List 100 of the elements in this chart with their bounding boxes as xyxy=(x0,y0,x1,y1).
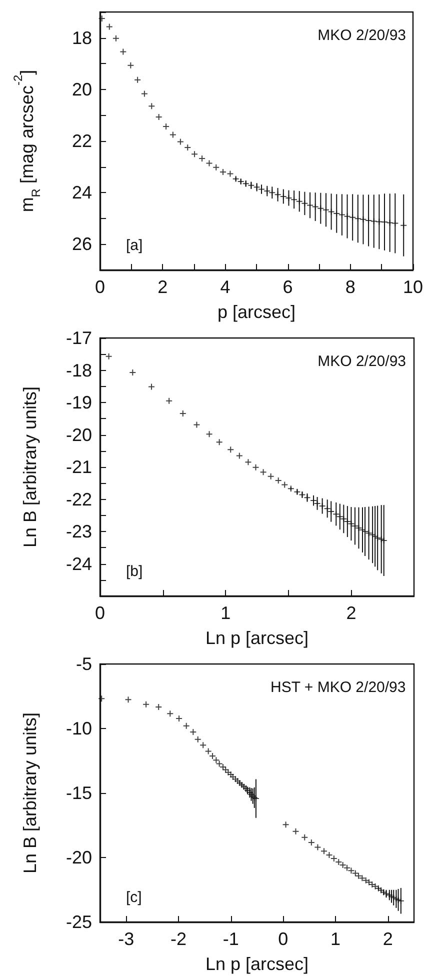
point xyxy=(220,764,226,770)
point xyxy=(106,353,112,360)
point xyxy=(269,190,276,196)
point xyxy=(268,473,274,480)
point xyxy=(352,870,358,876)
y-tick-label: 20 xyxy=(72,79,92,100)
point xyxy=(340,516,347,522)
point xyxy=(213,164,220,170)
x-tick-label: -3 xyxy=(118,929,134,949)
point xyxy=(296,198,302,204)
annotation: MKO 2/20/93 xyxy=(318,353,406,370)
point xyxy=(310,498,317,504)
y-tick-label: -10 xyxy=(66,718,92,738)
point xyxy=(294,488,300,495)
point xyxy=(333,511,340,518)
x-tick-label: 8 xyxy=(345,277,356,297)
point xyxy=(238,178,244,185)
x-tick-label: 0 xyxy=(278,929,288,949)
point xyxy=(370,218,377,224)
x-tick-label: 6 xyxy=(282,277,293,297)
point xyxy=(199,156,206,162)
point xyxy=(130,370,136,376)
point xyxy=(328,208,334,215)
x-tick-label: 0 xyxy=(94,603,106,623)
point xyxy=(216,439,222,446)
point xyxy=(352,523,358,530)
point xyxy=(336,514,343,520)
point xyxy=(366,530,372,536)
point xyxy=(398,898,404,904)
y-tick-label: 26 xyxy=(72,234,92,254)
point xyxy=(167,710,174,717)
point xyxy=(228,446,234,453)
point xyxy=(328,508,334,515)
y-tick-label: -22 xyxy=(66,489,92,510)
point xyxy=(248,182,254,188)
point xyxy=(252,464,259,470)
point xyxy=(362,877,369,884)
y-tick-label: -19 xyxy=(66,392,92,412)
y-tick-label: -15 xyxy=(66,783,92,803)
point xyxy=(372,883,378,890)
point xyxy=(350,214,356,220)
annotation: [b] xyxy=(126,563,143,580)
point xyxy=(183,722,190,729)
y-tick-label: -23 xyxy=(66,522,92,542)
y-tick-label: 22 xyxy=(72,131,92,151)
point xyxy=(369,881,376,888)
point xyxy=(354,216,361,222)
point xyxy=(344,518,350,525)
y-tick-label: -20 xyxy=(66,424,92,445)
point xyxy=(308,840,314,846)
point xyxy=(356,524,362,531)
annotation: MKO 2/20/93 xyxy=(318,27,406,44)
x-tick-label: 1 xyxy=(330,929,341,949)
x-axis-title: Ln p [arcsec] xyxy=(205,954,309,974)
point xyxy=(156,704,162,710)
x-tick-label: 4 xyxy=(220,277,230,297)
point xyxy=(264,188,270,194)
point xyxy=(338,212,345,218)
point xyxy=(400,222,407,228)
point xyxy=(242,180,249,187)
point xyxy=(194,422,200,428)
point xyxy=(380,889,387,896)
x-tick-label: 1 xyxy=(220,603,231,623)
point xyxy=(326,852,332,858)
x-axis-title: p [arcsec] xyxy=(217,302,296,322)
y-tick-label: -5 xyxy=(76,654,92,674)
point xyxy=(312,204,318,210)
point xyxy=(184,144,191,150)
point xyxy=(336,859,342,866)
point xyxy=(302,200,308,206)
point xyxy=(322,206,329,213)
point xyxy=(192,151,198,158)
y-tick-label: 24 xyxy=(72,182,92,203)
x-tick-label: 2 xyxy=(382,929,393,949)
point xyxy=(128,62,134,68)
point xyxy=(288,486,294,492)
point xyxy=(194,736,201,742)
point xyxy=(125,696,132,703)
point xyxy=(344,213,350,220)
point xyxy=(210,752,216,759)
point xyxy=(374,534,381,541)
point xyxy=(200,742,206,748)
point xyxy=(148,103,155,110)
x-tick-label: 2 xyxy=(158,277,168,297)
point xyxy=(275,478,282,484)
point xyxy=(143,701,150,708)
point xyxy=(220,168,226,175)
point xyxy=(392,220,398,226)
point xyxy=(227,170,234,177)
point xyxy=(291,196,298,203)
point xyxy=(376,218,382,225)
point xyxy=(386,220,393,226)
point xyxy=(236,452,242,459)
point xyxy=(213,757,220,764)
point xyxy=(205,748,212,754)
point xyxy=(383,890,390,897)
y-tick-label: 18 xyxy=(72,28,92,48)
point xyxy=(232,176,239,182)
point xyxy=(314,844,321,850)
point xyxy=(356,872,362,879)
